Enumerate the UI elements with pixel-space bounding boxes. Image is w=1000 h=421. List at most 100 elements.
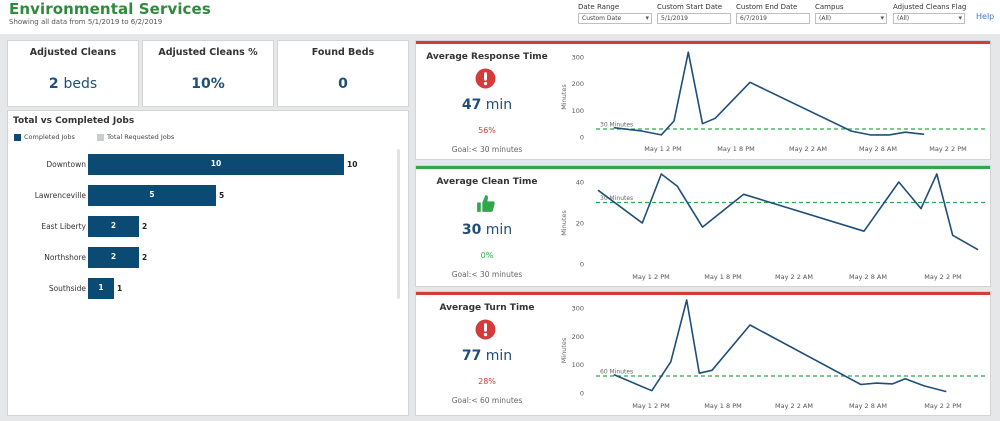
metric-clean-time: Average Clean Time 30 min 0% Goal:< 30 minu… <box>415 165 991 287</box>
metric-number: 30 <box>461 222 482 238</box>
kpi-adjusted-cleans: Adjusted Cleans 2 beds <box>7 40 139 107</box>
date-range-filter: Date Range Custom Date <box>578 3 652 24</box>
x-tick-label: May 1 8 PM <box>704 402 741 410</box>
adjusted-cleans-flag-select[interactable]: (All) <box>893 13 965 24</box>
y-tick-label: 200 <box>572 333 584 341</box>
y-tick-label: 300 <box>572 54 584 62</box>
bar-value-label: 10 <box>347 160 358 169</box>
bar-value-label: 1 <box>117 284 123 293</box>
x-tick-label: May 2 2 PM <box>924 273 961 281</box>
x-tick-label: May 2 2 PM <box>929 145 966 153</box>
y-tick-label: 0 <box>580 261 584 269</box>
status-band <box>416 41 990 44</box>
metric-unit: min <box>481 97 513 113</box>
x-tick-label: May 1 2 PM <box>632 273 669 281</box>
campus-select[interactable]: (All) <box>815 13 887 24</box>
kpi-label: Adjusted Cleans <box>29 47 117 58</box>
metric-value: 77 min <box>416 348 558 364</box>
metric-response-time: Average Response Time 47 min 56% Goal:< 30 … <box>415 40 991 160</box>
x-tick-label: May 1 8 PM <box>704 273 741 281</box>
goal-line-label: 30 Minutes <box>600 122 633 129</box>
page-subtitle: Showing all data from 5/1/2019 to 6/2/20… <box>9 18 163 26</box>
completed-jobs-bar[interactable]: 5 <box>88 185 216 206</box>
category-label: Lawrenceville <box>34 191 86 200</box>
jobs-panel: Total vs Completed Jobs Completed Jobs T… <box>7 110 409 416</box>
x-tick-label: May 1 8 PM <box>717 145 754 153</box>
line-chart[interactable]: Minutes 40 20 0 30 Minutes May 1 2 PM May 1 8 … <box>558 170 990 284</box>
completed-jobs-bar[interactable]: 1 <box>88 278 114 299</box>
kpi-label: Found Beds <box>311 47 375 58</box>
status-band <box>416 292 990 295</box>
y-tick-label: 0 <box>580 390 584 398</box>
x-tick-label: May 2 8 AM <box>859 145 897 153</box>
metric-title: Average Turn Time <box>439 303 535 313</box>
bar-value-label: 2 <box>142 222 148 231</box>
completed-jobs-bar[interactable]: 2 <box>88 247 139 268</box>
goal-line-label: 60 Minutes <box>600 369 633 376</box>
thumbs-up-icon <box>475 193 496 214</box>
goal-line-label: 30 Minutes <box>600 195 633 202</box>
y-axis-title: Minutes <box>560 337 568 363</box>
metric-goal: Goal:< 60 minutes <box>451 396 523 405</box>
kpi-unit: beds <box>63 76 98 92</box>
metric-title: Average Clean Time <box>436 177 538 187</box>
kpi-value: 10% <box>191 76 225 92</box>
custom-end-input[interactable]: 6/7/2019 <box>736 13 810 24</box>
y-axis-title: Minutes <box>560 210 568 236</box>
series-line <box>597 173 979 251</box>
x-tick-label: May 2 2 PM <box>924 402 961 410</box>
legend-completed: Completed Jobs <box>14 133 75 141</box>
campus-label: Campus <box>815 3 844 11</box>
y-tick-label: 300 <box>572 305 584 313</box>
legend-total: Total Requested Jobs <box>97 133 174 141</box>
bar-inner-label: 5 <box>149 190 155 199</box>
kpi-number: 2 <box>48 76 59 92</box>
header-bar: Environmental Services Showing all data … <box>0 0 1000 34</box>
x-tick-label: May 1 2 PM <box>644 145 681 153</box>
metric-unit: min <box>481 348 513 364</box>
category-label: Northshore <box>44 253 86 262</box>
kpi-found-beds: Found Beds 0 <box>277 40 409 107</box>
custom-start-input[interactable]: 5/1/2019 <box>657 13 731 24</box>
series-line <box>613 51 925 136</box>
jobs-scrollbar[interactable] <box>397 149 400 299</box>
x-tick-label: May 1 2 PM <box>632 402 669 410</box>
metric-unit: min <box>481 222 513 238</box>
adjusted-cleans-flag-filter: Adjusted Cleans Flag (All) <box>893 3 966 24</box>
legend-swatch <box>97 133 104 141</box>
metric-value: 30 min <box>416 222 558 238</box>
category-label: East Liberty <box>41 222 86 231</box>
x-tick-label: May 2 8 AM <box>849 273 887 281</box>
metric-number: 77 <box>461 348 482 364</box>
x-tick-label: May 2 8 AM <box>849 402 887 410</box>
help-link[interactable]: Help <box>976 12 995 21</box>
completed-jobs-bar[interactable]: 2 <box>88 216 139 237</box>
completed-jobs-bar[interactable]: 10 <box>88 154 344 175</box>
y-tick-label: 100 <box>572 107 584 115</box>
custom-start-label: Custom Start Date <box>657 3 723 11</box>
legend-label: Total Requested Jobs <box>107 133 175 141</box>
series-line <box>613 299 947 393</box>
kpi-value: 0 <box>338 76 348 92</box>
campus-filter: Campus (All) <box>815 3 887 24</box>
adjusted-cleans-flag-label: Adjusted Cleans Flag <box>893 3 967 11</box>
metric-goal: Goal:< 30 minutes <box>451 145 523 154</box>
bar-inner-label: 2 <box>110 221 117 230</box>
x-tick-label: May 2 2 AM <box>789 145 827 153</box>
metric-percent: 56% <box>478 126 496 135</box>
status-band <box>416 166 990 169</box>
category-label: Downtown <box>46 160 86 169</box>
page-title: Environmental Services <box>9 0 211 18</box>
y-tick-label: 200 <box>572 80 584 88</box>
metric-number: 47 <box>461 97 482 113</box>
line-chart[interactable]: Minutes 300 200 100 0 60 Minutes May 1 2 PM May… <box>558 296 990 413</box>
date-range-select[interactable]: Custom Date <box>578 13 652 24</box>
metric-turn-time: Average Turn Time 77 min 28% Goal:< 60 minu… <box>415 291 991 416</box>
y-tick-label: 0 <box>580 134 584 142</box>
bar-value-label: 5 <box>219 191 225 200</box>
line-chart[interactable]: Minutes 300 200 100 0 30 Minutes May 1 2 PM May… <box>558 45 990 157</box>
kpi-adjusted-cleans-pct: Adjusted Cleans % 10% <box>142 40 274 107</box>
y-tick-label: 100 <box>572 361 584 369</box>
category-label: Southside <box>48 284 86 293</box>
metric-percent: 28% <box>478 377 496 386</box>
